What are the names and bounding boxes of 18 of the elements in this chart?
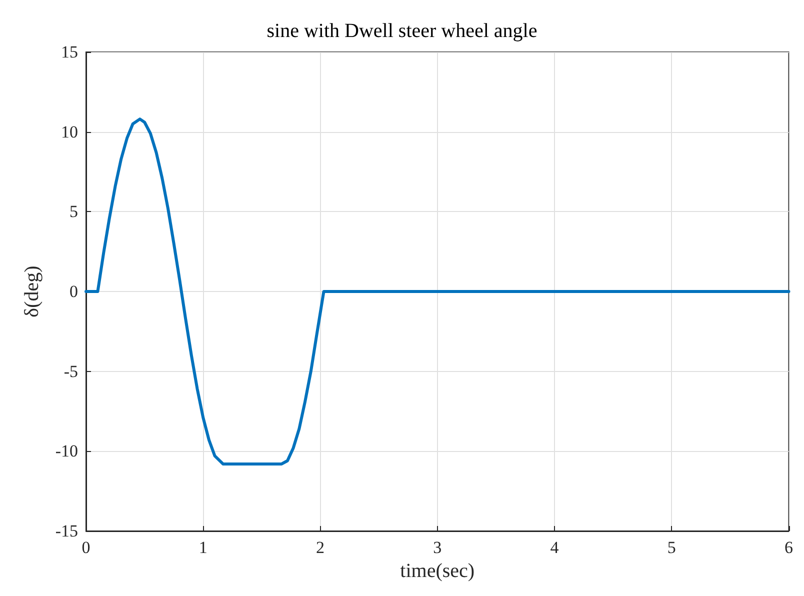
x-tick-label: 5 [667,538,676,557]
chart-title: sine with Dwell steer wheel angle [266,20,538,42]
x-tick-label: 3 [433,538,442,557]
y-tick-label: -5 [64,362,78,381]
y-tick-label: 10 [61,122,78,142]
x-tick-label: 1 [198,538,208,557]
x-tick-label: 4 [550,538,560,557]
x-axis-title: time(sec) [400,560,475,582]
y-tick-label: 5 [70,202,78,222]
line-series [84,118,790,466]
y-tick-label: -15 [55,522,78,540]
y-tick-label: 0 [70,282,78,301]
x-tick-label: 0 [82,538,90,557]
y-tick-label: -10 [55,442,78,461]
x-tick-label: 2 [316,538,324,557]
y-axis-title: δ(deg) [21,266,43,318]
x-tick-label: 6 [784,538,793,557]
y-tick-label: 15 [61,42,78,62]
